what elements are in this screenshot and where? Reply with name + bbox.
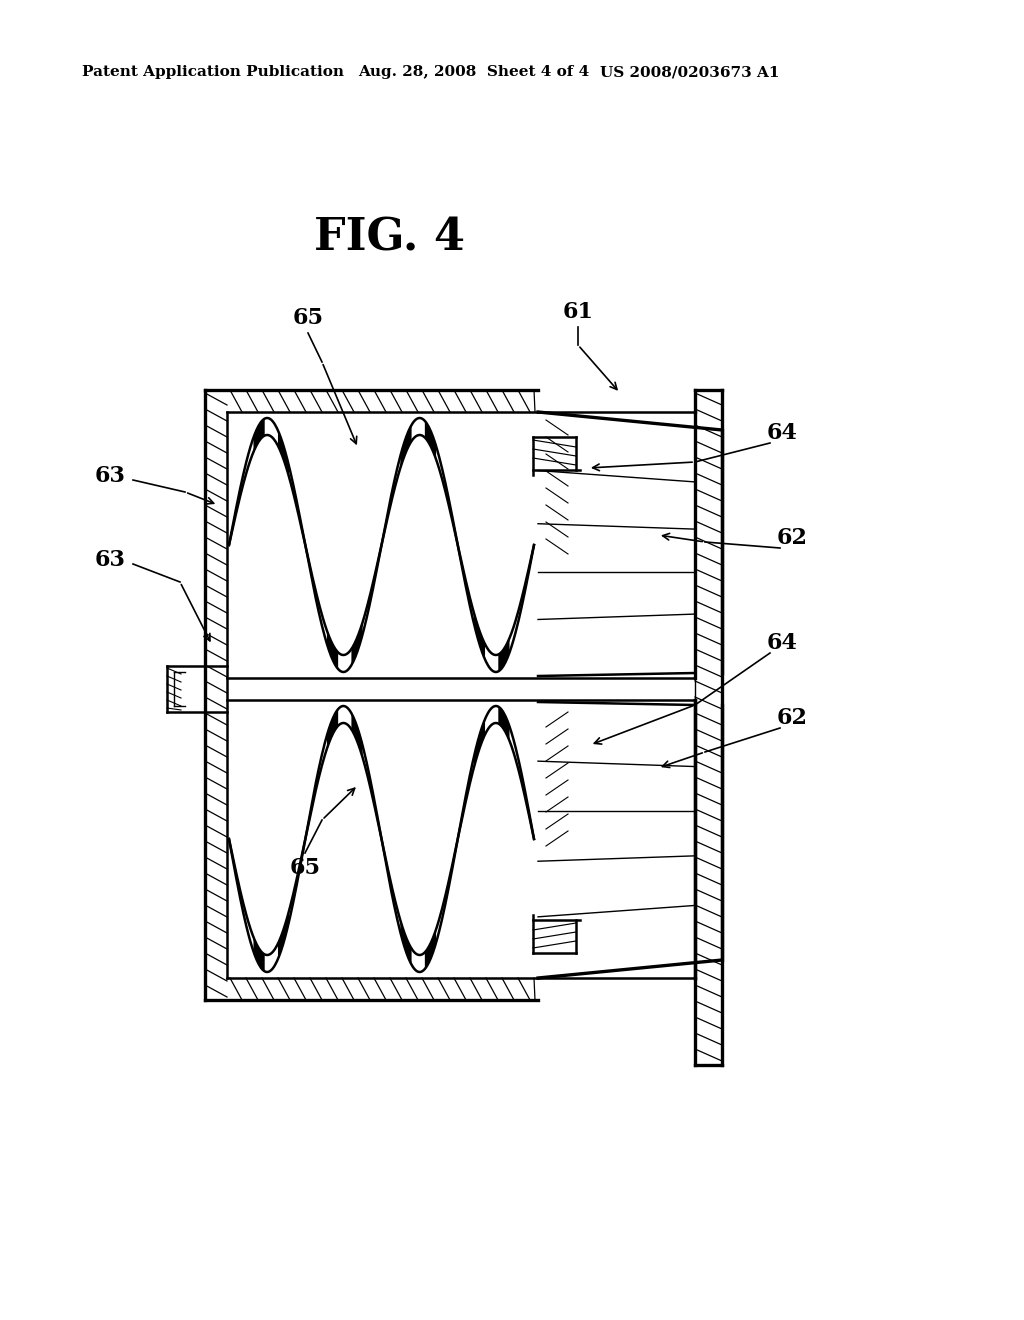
Polygon shape	[254, 418, 264, 451]
Polygon shape	[351, 622, 362, 665]
Text: 64: 64	[767, 632, 798, 653]
Text: 65: 65	[290, 857, 321, 879]
Text: 62: 62	[776, 708, 808, 729]
Polygon shape	[450, 824, 461, 884]
Polygon shape	[376, 516, 387, 574]
Polygon shape	[499, 706, 510, 741]
Polygon shape	[400, 425, 412, 467]
Polygon shape	[278, 911, 289, 958]
Polygon shape	[229, 840, 241, 899]
Polygon shape	[425, 421, 436, 459]
Polygon shape	[499, 638, 510, 672]
Text: 62: 62	[776, 527, 808, 549]
Polygon shape	[327, 709, 338, 748]
Text: US 2008/0203673 A1: US 2008/0203673 A1	[600, 65, 779, 79]
Text: 61: 61	[562, 301, 594, 323]
Text: 64: 64	[767, 422, 798, 444]
Text: Patent Application Publication: Patent Application Publication	[82, 65, 344, 79]
Polygon shape	[327, 631, 338, 669]
Polygon shape	[474, 719, 485, 768]
Text: 63: 63	[94, 465, 125, 487]
Polygon shape	[254, 937, 264, 972]
Polygon shape	[229, 488, 241, 545]
Polygon shape	[425, 929, 436, 969]
Text: FIG. 4: FIG. 4	[314, 216, 466, 260]
Polygon shape	[400, 920, 412, 965]
Polygon shape	[278, 430, 289, 478]
Polygon shape	[474, 612, 485, 660]
Polygon shape	[302, 531, 313, 589]
Polygon shape	[302, 793, 313, 854]
Polygon shape	[376, 809, 387, 870]
Polygon shape	[450, 502, 461, 560]
Text: 63: 63	[94, 549, 125, 572]
Text: Aug. 28, 2008  Sheet 4 of 4: Aug. 28, 2008 Sheet 4 of 4	[358, 65, 589, 79]
Text: 65: 65	[293, 308, 324, 329]
Polygon shape	[351, 713, 362, 758]
